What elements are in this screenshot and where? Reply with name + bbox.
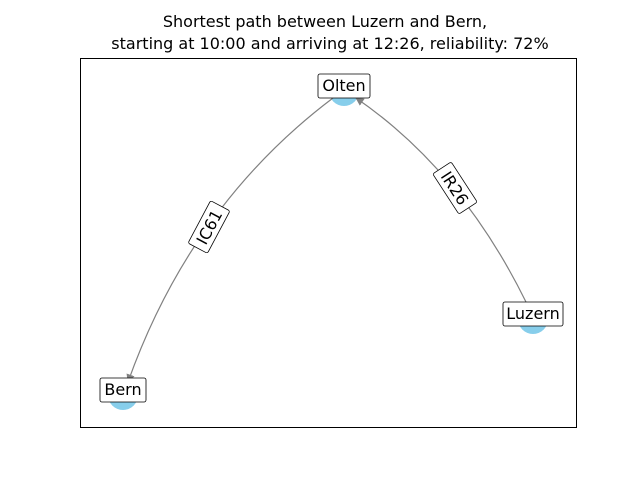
edge-label-ic61: IC61 [188,200,230,254]
diagram-title-line-1: Shortest path between Luzern and Bern, [163,12,487,31]
edge-olten-bern [126,97,334,383]
diagram-title-line-2: starting at 10:00 and arriving at 12:26,… [111,34,548,53]
node-label-luzern-text: Luzern [506,304,559,323]
node-label-luzern: Luzern [502,301,564,327]
node-label-bern-text: Bern [104,380,141,399]
node-label-bern: Bern [99,377,147,403]
plot-frame [80,58,577,428]
node-label-olten: Olten [317,73,371,99]
node-label-olten-text: Olten [322,76,365,95]
edge-luzern-olten [355,97,527,303]
edge-label-ir26: IR26 [433,162,477,214]
